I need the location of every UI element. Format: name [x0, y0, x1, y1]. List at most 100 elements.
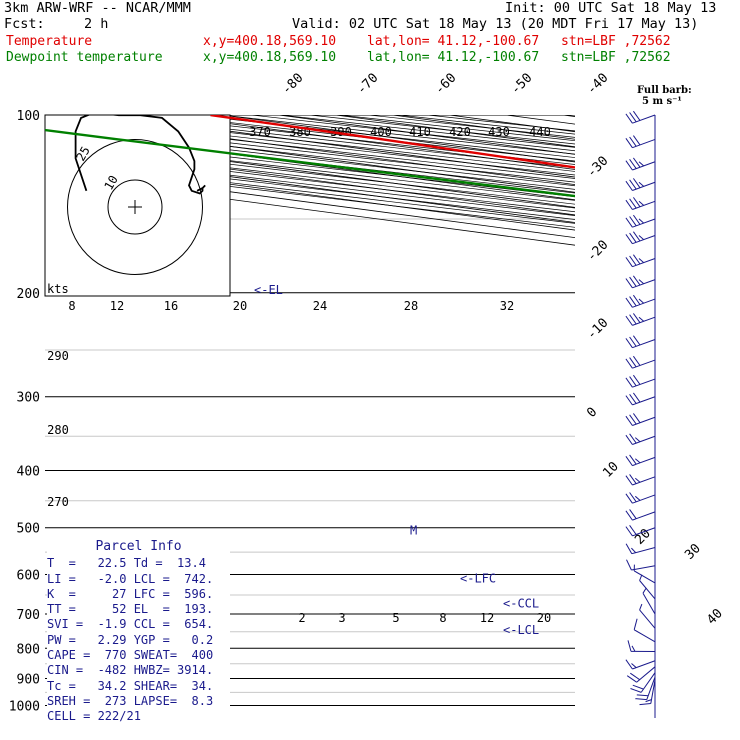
wind-barb-flag [632, 392, 641, 403]
wind-barb-shaft [632, 114, 656, 124]
wind-barb-flag [632, 231, 641, 242]
wind-barb [633, 564, 656, 584]
wind-barb-flag [625, 113, 633, 124]
pressure-label: 100 [17, 109, 40, 124]
isotherm-label: 0 [584, 405, 600, 421]
barb-legend: Full barb: 5 m s⁻¹ [637, 85, 692, 107]
hodograph-trace [74, 115, 206, 195]
wind-barb-flag [632, 254, 641, 265]
wind-barb-flag [625, 456, 633, 466]
wind-barb-flag [625, 543, 633, 554]
speed-axis-label: 28 [404, 299, 418, 313]
wind-barb-flag [642, 587, 647, 594]
wind-barb [639, 574, 656, 600]
pressure-label: 800 [17, 642, 40, 657]
wind-barb-shaft [642, 592, 656, 615]
wind-barb [625, 231, 656, 245]
wind-barb [642, 587, 656, 615]
wind-barb-shaft [632, 435, 656, 445]
mixing-ratio-label: 12 [480, 611, 494, 625]
wind-barb-flag [625, 377, 633, 388]
wind-barb-flag [625, 338, 633, 348]
speed-axis-label: 32 [500, 299, 514, 313]
parcel-level-label: <-LFC [460, 572, 496, 586]
temperature-legend-station: stn=LBF ,72562 [561, 34, 671, 49]
parcel-info-row: Tc = 34.2 SHEAR= 34. [47, 678, 214, 693]
wind-barb-flag [625, 475, 633, 486]
wind-barb-shaft [633, 629, 656, 643]
pressure-label: 600 [17, 568, 40, 583]
wind-barb-flag [631, 645, 636, 652]
dewpoint-legend-xy: x,y=400.18,569.10 [203, 50, 337, 65]
speed-axis-label: 16 [164, 299, 178, 313]
wind-barb-shaft [631, 565, 656, 571]
pressure-label: 400 [17, 465, 40, 480]
isotherm-label: -20 [584, 238, 611, 265]
wind-barb-flag [629, 198, 637, 209]
wind-barb-shaft [632, 511, 656, 521]
wind-barb-flag [634, 477, 641, 483]
wind-barb [626, 666, 656, 683]
theta-label: 390 [330, 125, 352, 139]
temperature-legend-latlon: lat,lon= 41.12,-100.67 [367, 34, 540, 49]
hodograph-plot: 25 10 [67, 115, 206, 275]
wind-barb [625, 110, 656, 124]
wind-barb-flag [625, 434, 633, 445]
wind-barb-flag [625, 199, 633, 210]
wind-barb-flag [629, 454, 637, 465]
wind-barb-flag [631, 663, 637, 668]
isotherm [506, 115, 575, 125]
wind-barb [639, 603, 656, 629]
pressure-axis-labels: 100 200 300 400 500 600 700 800 900 1000 [9, 109, 40, 714]
wind-barb [625, 294, 656, 308]
wind-barb-flag [638, 181, 645, 187]
wind-barb-flag [629, 433, 637, 444]
wind-barb-flag [629, 525, 637, 535]
pressure-label: 900 [17, 672, 40, 687]
init-time: Init: 00 UTC Sat 18 May 13 [505, 0, 717, 16]
hodograph-unit-label: kts [47, 282, 69, 296]
wind-barb-flag [632, 374, 641, 385]
mixing-ratio-label: 3 [338, 611, 345, 625]
dry-adiabat [221, 115, 575, 155]
isotherm-label: -40 [584, 71, 611, 98]
wind-barb-flag [634, 437, 641, 443]
isotherm-label: -30 [584, 154, 611, 181]
hodograph-ring [107, 179, 163, 235]
wind-barb-flag [638, 279, 645, 285]
wind-barb-flag [629, 509, 637, 519]
wind-barb-flag [632, 313, 641, 323]
dry-adiabat [250, 115, 575, 152]
dry-adiabat [162, 115, 575, 162]
wind-barb [625, 214, 656, 228]
wind-barb-flag [632, 413, 641, 423]
parcel-level-label: <-CCL [503, 597, 539, 611]
wind-barb-flag [629, 336, 637, 347]
hodograph-ring [67, 139, 203, 275]
parcel-info-row: LI = -2.0 LCL = 742. [47, 571, 214, 586]
forecast-label: Fcst: [4, 16, 45, 32]
wind-barb [625, 543, 656, 555]
wind-barb-flag [633, 618, 638, 630]
wind-barb-flag [625, 395, 633, 406]
isotherm-label: -50 [508, 71, 535, 98]
mixing-ratio-label: 8 [439, 611, 446, 625]
wind-barb-flag [632, 684, 644, 690]
wind-barb-flag [632, 197, 641, 208]
wind-barb-shaft [650, 679, 656, 704]
wind-barb-flag [625, 138, 633, 148]
wind-barb [625, 413, 656, 426]
wind-barb-flag [625, 659, 633, 670]
wind-barb-flag [631, 547, 637, 553]
wind-barb-flag [632, 214, 641, 225]
wind-barb-flag [629, 179, 637, 190]
parcel-level-label: <-LCL [503, 623, 539, 637]
parcel-info-row: CIN = -482 HWBZ= 3914. [47, 663, 214, 678]
wind-barb-flag [630, 672, 640, 681]
wind-barb-flag [625, 160, 633, 171]
wind-barb-shaft [639, 580, 656, 600]
isotherm [45, 151, 575, 223]
parcel-level-label: M [410, 523, 417, 537]
wind-barb-shaft [640, 672, 656, 693]
